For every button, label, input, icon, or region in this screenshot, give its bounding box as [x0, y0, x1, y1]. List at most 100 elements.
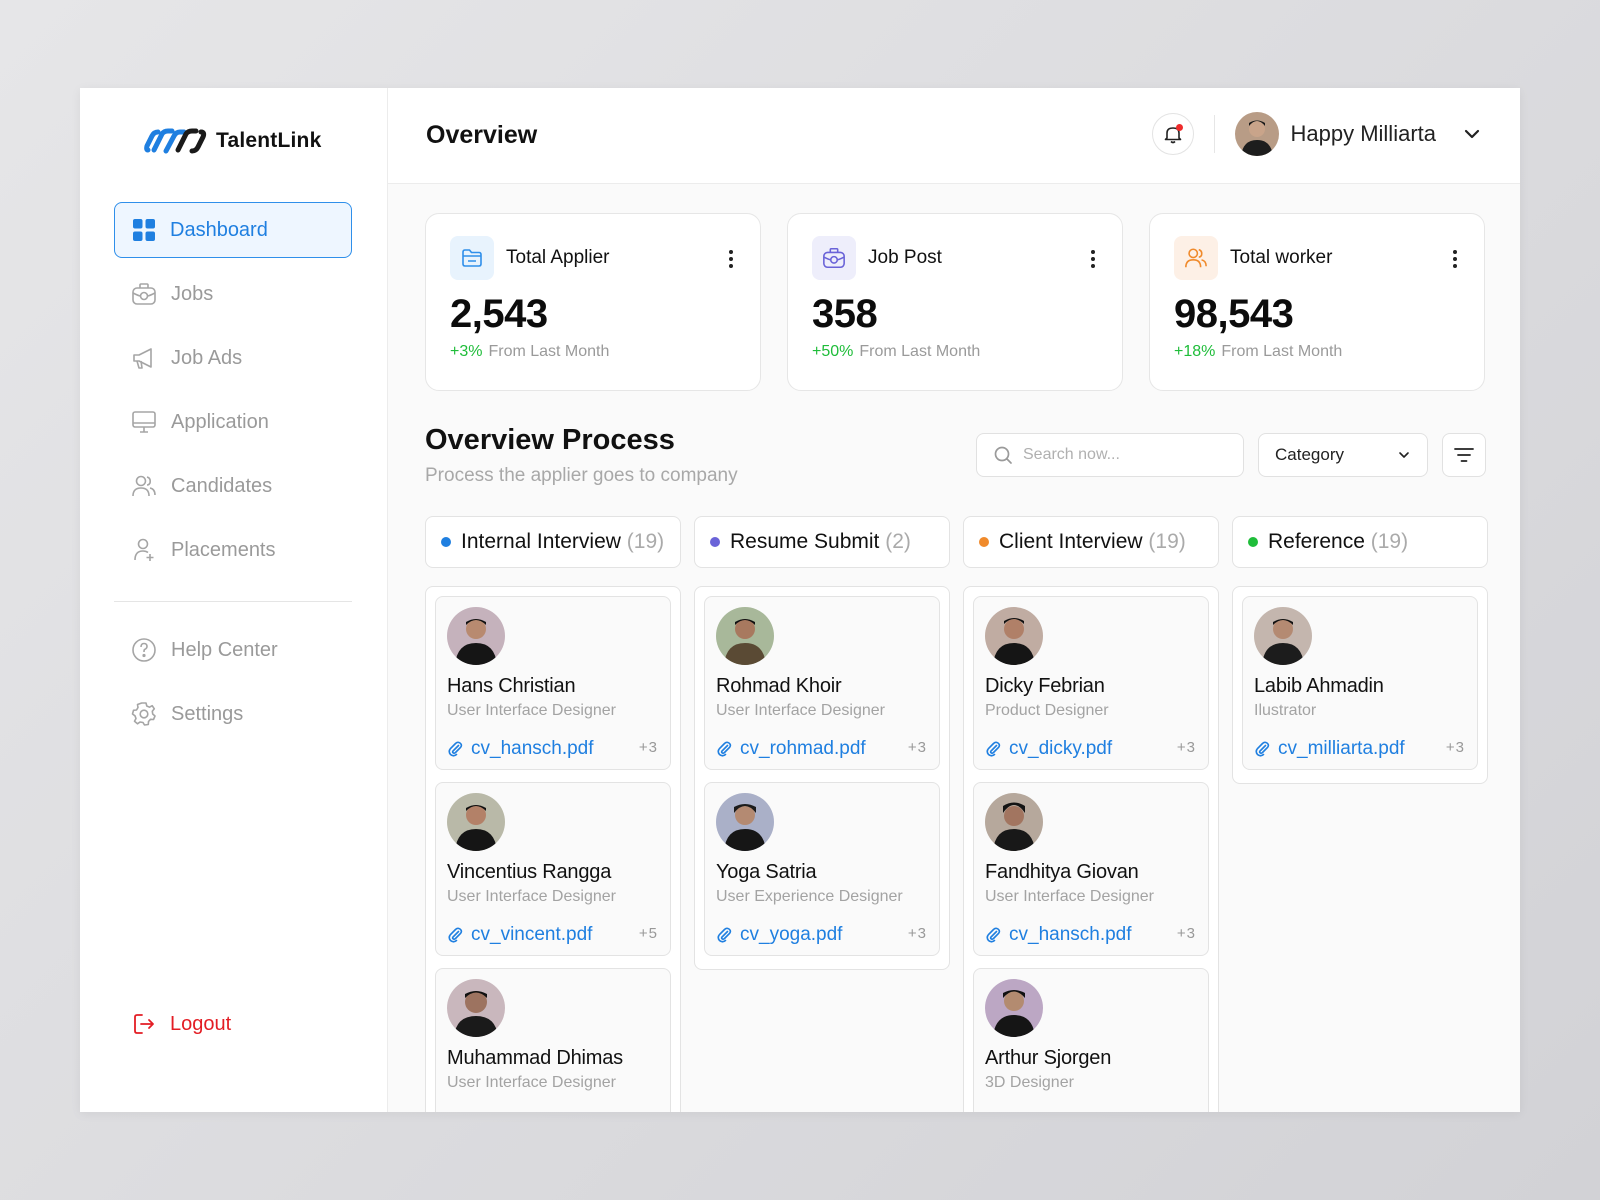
- status-dot: [1248, 537, 1258, 547]
- stat-value: 358: [812, 292, 878, 336]
- candidate-role: Ilustrator: [1254, 702, 1317, 719]
- sidebar-item-candidates[interactable]: Candidates: [114, 458, 352, 514]
- candidate-card[interactable]: Labib Ahmadin Ilustrator cv_milliarta.pd…: [1242, 596, 1478, 770]
- candidate-name: Rohmad Khoir: [716, 675, 842, 697]
- candidate-role: User Experience Designer: [716, 888, 903, 905]
- more-count[interactable]: +3: [1445, 739, 1465, 756]
- stat-note: From Last Month: [1221, 343, 1343, 360]
- candidate-card[interactable]: Hans Christian User Interface Designer c…: [435, 596, 671, 770]
- candidate-name: Arthur Sjorgen: [985, 1047, 1112, 1069]
- column-header-internal-interview[interactable]: Internal Interview (19): [425, 516, 681, 568]
- candidate-card[interactable]: Yoga Satria User Experience Designer cv_…: [704, 782, 940, 956]
- cv-file-link[interactable]: cv_vincent.pdf: [447, 924, 592, 946]
- column-count: (19): [1370, 530, 1409, 553]
- column-header-reference[interactable]: Reference (19): [1232, 516, 1488, 568]
- folder-icon: [450, 236, 494, 280]
- column-label: Resume Submit: [730, 530, 880, 553]
- candidate-name: Labib Ahmadin: [1254, 675, 1384, 697]
- brand-logo[interactable]: TalentLink: [144, 128, 321, 154]
- candidate-card[interactable]: Fandhitya Giovan User Interface Designer…: [973, 782, 1209, 956]
- cv-file-name: cv_yoga.pdf: [740, 924, 843, 945]
- search-input[interactable]: [1023, 446, 1233, 464]
- users-icon: [132, 475, 156, 497]
- chevron-down-icon[interactable]: [1462, 124, 1482, 144]
- logout-button[interactable]: Logout: [132, 1012, 231, 1036]
- megaphone-icon: [133, 348, 152, 369]
- cv-file-name: cv_vincent.pdf: [471, 924, 593, 945]
- more-count[interactable]: +3: [1176, 739, 1196, 756]
- column-label: Internal Interview: [461, 530, 621, 553]
- column-count: (19): [626, 530, 665, 553]
- cv-file-name: cv_dicky.pdf: [1009, 738, 1113, 759]
- candidate-card[interactable]: Vincentius Rangga User Interface Designe…: [435, 782, 671, 956]
- cv-file-link[interactable]: cv_rohmad.pdf: [716, 738, 866, 760]
- filter-button[interactable]: [1442, 433, 1486, 477]
- column-header-resume-submit[interactable]: Resume Submit (2): [694, 516, 950, 568]
- candidate-card[interactable]: Muhammad Dhimas User Interface Designer: [435, 968, 671, 1112]
- cv-file-link[interactable]: cv_dicky.pdf: [985, 738, 1112, 760]
- candidate-card[interactable]: Dicky Febrian Product Designer cv_dicky.…: [973, 596, 1209, 770]
- notification-button[interactable]: [1151, 113, 1194, 155]
- user-name[interactable]: Happy Milliarta: [1290, 121, 1437, 146]
- cv-file-link[interactable]: cv_hansch.pdf: [985, 924, 1132, 946]
- column-header-client-interview[interactable]: Client Interview (19): [963, 516, 1219, 568]
- column-internal-interview: Hans Christian User Interface Designer c…: [425, 586, 681, 1112]
- kebab-menu-icon[interactable]: [1452, 250, 1458, 268]
- sidebar-item-label: Application: [171, 410, 269, 433]
- main-content: Overview: [388, 88, 1520, 1112]
- stat-card-job-post: Job Post 358 +50% From Last Month: [787, 213, 1123, 391]
- user-avatar[interactable]: [1234, 112, 1279, 156]
- avatar-image: [1234, 112, 1279, 156]
- more-count[interactable]: +3: [1176, 925, 1196, 942]
- kebab-menu-icon[interactable]: [728, 250, 734, 268]
- cv-file-link[interactable]: cv_yoga.pdf: [716, 924, 842, 946]
- sidebar-item-settings[interactable]: Settings: [114, 686, 352, 742]
- briefcase-icon: [132, 283, 156, 305]
- search-box: [976, 433, 1244, 477]
- more-count[interactable]: +5: [638, 925, 658, 942]
- filter-icon: [1454, 448, 1474, 462]
- sidebar-item-help-center[interactable]: Help Center: [114, 622, 352, 678]
- candidate-role: User Interface Designer: [447, 888, 616, 905]
- category-dropdown[interactable]: Category: [1258, 433, 1428, 477]
- more-count[interactable]: +3: [907, 739, 927, 756]
- candidate-role: User Interface Designer: [985, 888, 1154, 905]
- search-icon: [994, 446, 1012, 464]
- sidebar-item-dashboard[interactable]: Dashboard: [114, 202, 352, 258]
- link-logo-icon: [144, 128, 207, 154]
- page-title: Overview: [426, 121, 538, 149]
- section-title: Overview Process: [425, 424, 675, 456]
- more-count[interactable]: +3: [907, 925, 927, 942]
- kebab-menu-icon[interactable]: [1090, 250, 1096, 268]
- sidebar-item-jobs[interactable]: Jobs: [114, 266, 352, 322]
- attachment-icon: [448, 927, 463, 943]
- candidate-card[interactable]: Arthur Sjorgen 3D Designer: [973, 968, 1209, 1112]
- sidebar-item-application[interactable]: Application: [114, 394, 352, 450]
- column-reference: Labib Ahmadin Ilustrator cv_milliarta.pd…: [1232, 586, 1488, 784]
- attachment-icon: [986, 927, 1001, 943]
- more-count[interactable]: +3: [638, 739, 658, 756]
- sidebar-item-label: Help Center: [171, 638, 278, 661]
- candidate-role: User Interface Designer: [716, 702, 885, 719]
- bell-icon: [1164, 127, 1181, 144]
- sidebar-item-placements[interactable]: Placements: [114, 522, 352, 578]
- sidebar-item-job-ads[interactable]: Job Ads: [114, 330, 352, 386]
- main-nav: Dashboard Jobs Job Ads: [114, 202, 352, 586]
- cv-file-link[interactable]: cv_hansch.pdf: [447, 738, 594, 760]
- stat-change: +50%: [812, 343, 854, 360]
- candidate-name: Muhammad Dhimas: [447, 1047, 623, 1069]
- candidate-card[interactable]: Rohmad Khoir User Interface Designer cv_…: [704, 596, 940, 770]
- cv-file-link[interactable]: cv_milliarta.pdf: [1254, 738, 1405, 760]
- logout-label: Logout: [170, 1012, 232, 1035]
- logout-icon: [134, 1014, 154, 1034]
- monitor-icon: [132, 411, 156, 433]
- sidebar: TalentLink Dashboard Jobs: [80, 88, 388, 1112]
- candidate-name: Hans Christian: [447, 675, 576, 697]
- stats-row: Total Applier 2,543 +3% From Last Month: [425, 213, 1485, 391]
- sidebar-item-label: Jobs: [171, 282, 214, 305]
- candidate-name: Vincentius Rangga: [447, 861, 612, 883]
- avatar: [447, 793, 505, 851]
- secondary-nav: Help Center Settings: [114, 622, 352, 750]
- stat-label: Total worker: [1230, 247, 1333, 268]
- attachment-icon: [1255, 741, 1270, 757]
